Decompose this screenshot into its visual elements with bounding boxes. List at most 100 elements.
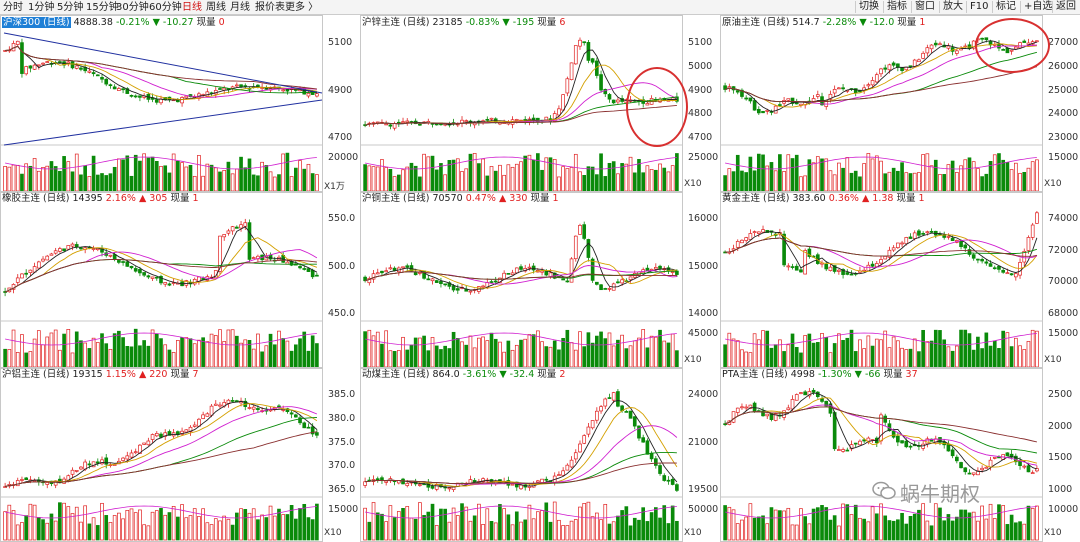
candle-body — [133, 451, 138, 454]
kline-panel-4[interactable]: 沪铜主连 (日线) 70570 0.47% ▲ 330 现量 1 16000 150… — [360, 191, 718, 369]
period-tab-2[interactable]: 5分钟 — [57, 2, 84, 13]
candle-body — [380, 270, 384, 274]
moving-average-line — [4, 406, 318, 488]
volume-bar — [599, 519, 603, 541]
volume-bar — [849, 172, 854, 192]
volume-bar — [984, 332, 989, 368]
volume-bar — [980, 176, 984, 192]
highlight-circle — [975, 18, 1050, 73]
volume-bar — [552, 501, 557, 541]
candle-body — [997, 265, 1001, 270]
kline-panel-8[interactable]: PTA主连 (日线) 4998 -1.30% ▼ -66 现量 37 2500 20… — [720, 367, 1080, 542]
volume-bar — [439, 508, 443, 541]
volume-bar — [992, 154, 997, 192]
volume-bar — [845, 157, 850, 192]
candle-body — [129, 452, 134, 458]
current-volume: 7 — [192, 369, 199, 380]
volume-bar — [138, 160, 142, 192]
candle-body — [247, 407, 252, 409]
volume-bar — [824, 507, 829, 541]
instrument-name: 沪铝主连 (日线) — [2, 369, 70, 380]
kline-panel-0[interactable]: 沪深300 (日线) 4888.38 -0.21% ▼ -10.27 现量 0 5… — [0, 15, 358, 193]
volume-bar — [498, 341, 502, 368]
volume-bar — [32, 158, 37, 192]
volume-bar — [443, 174, 447, 192]
period-tab-9[interactable]: 报价表 — [255, 2, 285, 13]
period-tab-7[interactable]: 周线 — [206, 2, 226, 13]
volume-bar — [778, 154, 782, 192]
moving-average-line — [725, 237, 1038, 257]
candle-body — [603, 88, 608, 95]
volume-bar — [247, 339, 252, 368]
candle-body — [540, 270, 544, 273]
volume-bar — [58, 349, 62, 368]
volume-bar — [306, 163, 311, 192]
volume-bar — [489, 332, 494, 368]
candle-body — [946, 236, 951, 238]
volume-bar — [925, 520, 930, 541]
candle-body — [70, 61, 75, 69]
volume-bar — [310, 335, 315, 368]
period-tab-1[interactable]: 1分钟 — [28, 2, 55, 13]
volume-bar — [388, 168, 393, 192]
candle-body — [649, 452, 654, 460]
kline-panel-3[interactable]: 橡胶主连 (日线) 14395 2.16% ▲ 305 现量 1 550.0 500… — [0, 191, 358, 369]
toolbar-action-4[interactable]: F10 — [966, 1, 991, 13]
kline-panel-5[interactable]: 黄金主连 (日线) 383.60 0.36% ▲ 1.38 现量 1 74000 7… — [720, 191, 1080, 369]
volume-bar — [744, 172, 748, 192]
volume-bar — [87, 523, 92, 541]
candle-body — [451, 486, 456, 490]
toolbar-action-1[interactable]: 指标 — [883, 1, 910, 13]
volume-bar — [815, 156, 820, 192]
candle-body — [786, 407, 791, 411]
price-tick: 70000 — [1048, 276, 1079, 288]
volume-bar — [133, 328, 138, 368]
volume-bar — [548, 346, 553, 368]
period-tab-8[interactable]: 月线 — [230, 2, 250, 13]
candle-body — [790, 266, 795, 268]
period-tab-6[interactable]: 日线 — [182, 2, 202, 13]
volume-bar — [883, 515, 888, 541]
candle-body — [607, 288, 612, 290]
toolbar-action-2[interactable]: 窗口 — [911, 1, 938, 13]
kline-panel-6[interactable]: 沪铝主连 (日线) 19315 1.15% ▲ 220 现量 7 385.0 380… — [0, 367, 358, 542]
period-tab-0[interactable]: 分时 — [3, 2, 23, 13]
period-tab-3[interactable]: 15分钟 — [86, 2, 119, 13]
volume-tick: 25000 — [688, 152, 718, 163]
toolbar-action-0[interactable]: 切换 — [855, 1, 882, 13]
candle-body — [154, 276, 159, 279]
volume-bar — [201, 175, 205, 192]
kline-panel-1[interactable]: 沪锌主连 (日线) 23185 -0.83% ▼ -195 现量 6 5100 50… — [360, 15, 718, 193]
candle-body — [239, 84, 243, 87]
toolbar-action-5[interactable]: 标记 — [992, 1, 1019, 13]
toolbar-action-6[interactable]: +自选 — [1020, 1, 1055, 13]
volume-bar — [298, 508, 302, 541]
period-tab-10[interactable]: 更多 〉 — [285, 2, 319, 13]
candle-body — [799, 392, 803, 394]
volume-bar — [870, 506, 875, 541]
candle-body — [112, 86, 117, 90]
kline-chart — [360, 15, 683, 193]
volume-bar — [380, 159, 384, 192]
candle-body — [603, 398, 608, 407]
volume-bar — [235, 335, 239, 368]
candle-body — [582, 435, 587, 444]
candle-body — [984, 466, 989, 469]
kline-panel-2[interactable]: 原油主连 (日线) 514.7 -2.28% ▼ -12.0 现量 1 27000… — [720, 15, 1080, 193]
period-tab-5[interactable]: 60分钟 — [149, 2, 182, 13]
toolbar-action-7[interactable]: 返回 — [1052, 1, 1079, 13]
period-tab-4[interactable]: 30分钟 — [116, 2, 149, 13]
price-tick: 24000 — [688, 389, 718, 400]
volume-bar — [277, 508, 281, 541]
kline-panel-7[interactable]: 动煤主连 (日线) 864.0 -3.61% ▼ -32.4 现量 2 24000… — [360, 367, 718, 542]
change-percent: 1.15% — [105, 369, 136, 380]
candle-body — [218, 235, 222, 272]
volume-bar — [15, 524, 20, 541]
last-price: 514.7 — [792, 17, 820, 28]
candle-body — [967, 472, 972, 475]
candle-body — [1030, 472, 1035, 475]
toolbar-action-3[interactable]: 放大 — [939, 1, 966, 13]
volume-bar — [803, 516, 807, 541]
volume-bar — [933, 329, 938, 368]
candle-body — [451, 285, 456, 291]
